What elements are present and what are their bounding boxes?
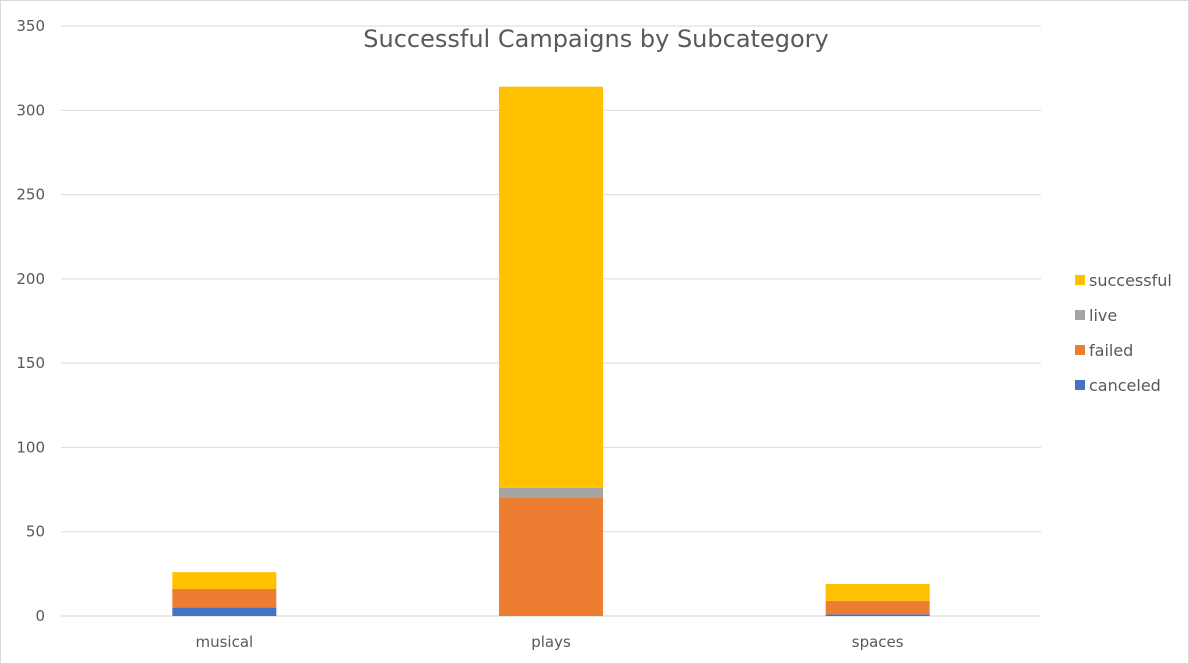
bar-successful-spaces [825, 583, 930, 601]
legend-label-canceled: canceled [1089, 376, 1161, 395]
legend-label-live: live [1089, 306, 1117, 325]
x-tick-label: spaces [852, 633, 904, 651]
bar-failed-plays [499, 498, 603, 616]
x-tick-label: musical [195, 633, 253, 651]
y-tick-label: 350 [16, 17, 45, 35]
legend-label-successful: successful [1089, 271, 1172, 290]
chart-title: Successful Campaigns by Subcategory [363, 25, 828, 53]
bar-canceled-musical [172, 607, 277, 616]
bar-failed-musical [172, 589, 277, 608]
legend-label-failed: failed [1089, 341, 1133, 360]
bar-live-plays [499, 487, 603, 498]
legend: successful live failed canceled [1075, 271, 1172, 395]
y-tick-label: 150 [16, 354, 45, 372]
y-tick-label: 300 [16, 101, 45, 119]
y-tick-label: 100 [16, 438, 45, 456]
bar-successful-plays [499, 86, 603, 488]
y-axis-ticks: 0 50 100 150 200 250 300 350 [16, 17, 45, 625]
y-tick-label: 0 [35, 607, 45, 625]
bar-successful-musical [172, 572, 277, 590]
y-tick-label: 250 [16, 186, 45, 204]
bar-failed-spaces [825, 600, 930, 615]
legend-swatch-live [1075, 310, 1085, 320]
x-axis-ticks: musical plays spaces [195, 633, 903, 651]
legend-swatch-failed [1075, 345, 1085, 355]
bars [172, 86, 930, 616]
y-tick-label: 50 [26, 523, 45, 541]
legend-swatch-canceled [1075, 380, 1085, 390]
bar-canceled-spaces [825, 614, 930, 616]
x-tick-label: plays [531, 633, 571, 651]
legend-swatch-successful [1075, 275, 1085, 285]
y-tick-label: 200 [16, 270, 45, 288]
